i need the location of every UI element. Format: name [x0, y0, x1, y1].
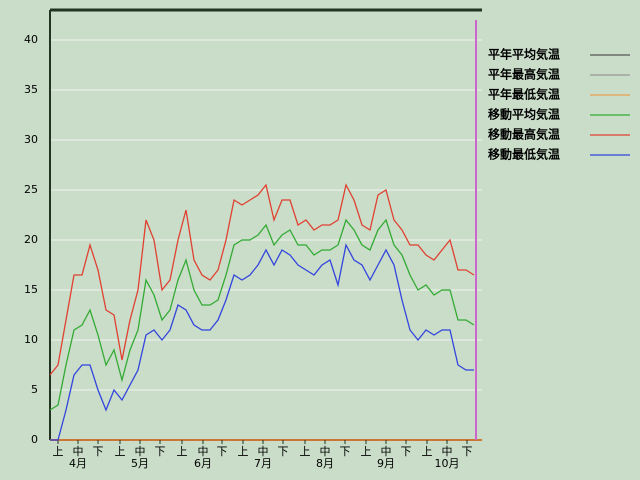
y-tick-label: 20: [24, 233, 38, 246]
x-tick-label: 上: [53, 445, 64, 458]
x-tick-label: 中: [381, 445, 392, 458]
x-tick-label: 中: [320, 445, 331, 458]
legend-label: 平年最低気温: [488, 87, 560, 102]
x-tick-label: 上: [238, 445, 249, 458]
y-tick-label: 0: [31, 433, 38, 446]
series-line: [49, 183, 475, 376]
legend-label: 平年最高気温: [488, 67, 560, 82]
x-tick-label: 下: [401, 445, 412, 458]
series-line: [50, 243, 474, 441]
x-tick-label: 下: [93, 445, 104, 458]
month-label: 7月: [254, 457, 272, 470]
x-tick-label: 中: [442, 445, 453, 458]
x-tick-label: 下: [155, 445, 166, 458]
x-tick-label: 下: [340, 445, 351, 458]
x-tick-label: 下: [462, 445, 473, 458]
month-label: 9月: [377, 457, 395, 470]
month-label: 8月: [316, 457, 334, 470]
x-tick-label: 上: [115, 445, 126, 458]
y-tick-label: 15: [24, 283, 38, 296]
x-tick-label: 中: [198, 445, 209, 458]
x-tick-label: 上: [422, 445, 433, 458]
month-label: 6月: [194, 457, 212, 470]
x-tick-label: 中: [258, 445, 269, 458]
y-tick-label: 10: [24, 333, 38, 346]
legend-label: 移動平均気温: [488, 107, 560, 122]
y-tick-label: 30: [24, 133, 38, 146]
x-tick-label: 下: [278, 445, 289, 458]
y-tick-label: 25: [24, 183, 38, 196]
series-line: [49, 218, 475, 411]
legend-label: 移動最低気温: [488, 147, 560, 162]
legend-label: 移動最高気温: [488, 127, 560, 142]
x-tick-label: 上: [300, 445, 311, 458]
x-tick-label: 中: [73, 445, 84, 458]
x-tick-label: 上: [177, 445, 188, 458]
x-tick-label: 中: [135, 445, 146, 458]
month-label: 10月: [435, 457, 460, 470]
y-tick-label: 5: [31, 383, 38, 396]
y-tick-label: 35: [24, 83, 38, 96]
month-label: 5月: [131, 457, 149, 470]
y-tick-label: 40: [24, 33, 38, 46]
month-label: 4月: [69, 457, 87, 470]
legend-label: 平年平均気温: [488, 47, 560, 62]
x-tick-label: 下: [217, 445, 228, 458]
x-tick-label: 上: [361, 445, 372, 458]
